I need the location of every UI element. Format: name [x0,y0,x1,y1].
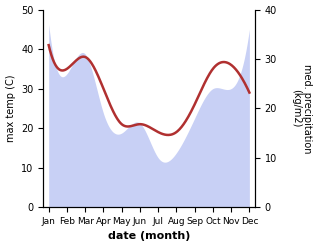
Y-axis label: med. precipitation
(kg/m2): med. precipitation (kg/m2) [291,64,313,153]
X-axis label: date (month): date (month) [108,231,190,242]
Y-axis label: max temp (C): max temp (C) [5,75,16,142]
